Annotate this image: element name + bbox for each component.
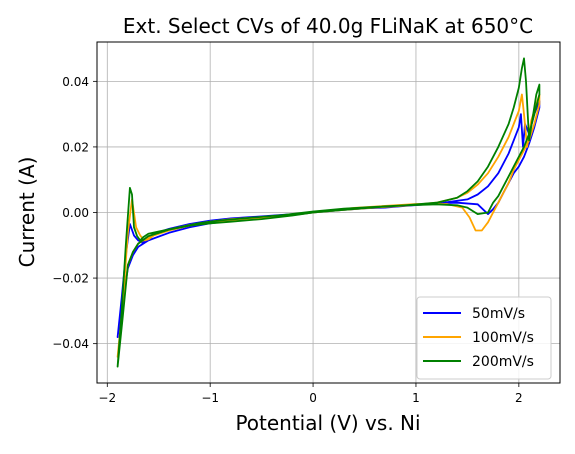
x-tick-label: −2: [98, 391, 116, 405]
x-axis-label: Potential (V) vs. Ni: [235, 411, 420, 435]
x-tick-label: 0: [309, 391, 317, 405]
y-tick-label: 0.04: [62, 75, 89, 89]
legend-label: 50mV/s: [472, 306, 525, 322]
grid-lines: [97, 42, 560, 383]
legend-label: 100mV/s: [472, 330, 534, 346]
axis-ticks: −2 −1 0 1 2 −0.04 −0.02 0.00 0.02 0.04: [52, 75, 522, 405]
y-tick-label: −0.02: [52, 272, 89, 286]
series-line-200mv-s: [116, 57, 541, 368]
chart-title: Ext. Select CVs of 40.0g FLiNaK at 650°C: [123, 14, 533, 38]
legend: 50mV/s 100mV/s 200mV/s: [416, 296, 552, 380]
x-tick-label: −1: [201, 391, 219, 405]
y-tick-label: 0.02: [62, 140, 89, 154]
x-tick-label: 1: [412, 391, 420, 405]
legend-box: [416, 296, 552, 380]
x-tick-label: 2: [515, 391, 523, 405]
legend-label: 200mV/s: [472, 354, 534, 370]
series-lines: [116, 57, 541, 368]
y-axis-label: Current (A): [15, 157, 39, 268]
y-tick-label: −0.04: [52, 337, 89, 351]
y-tick-label: 0.00: [62, 206, 89, 220]
